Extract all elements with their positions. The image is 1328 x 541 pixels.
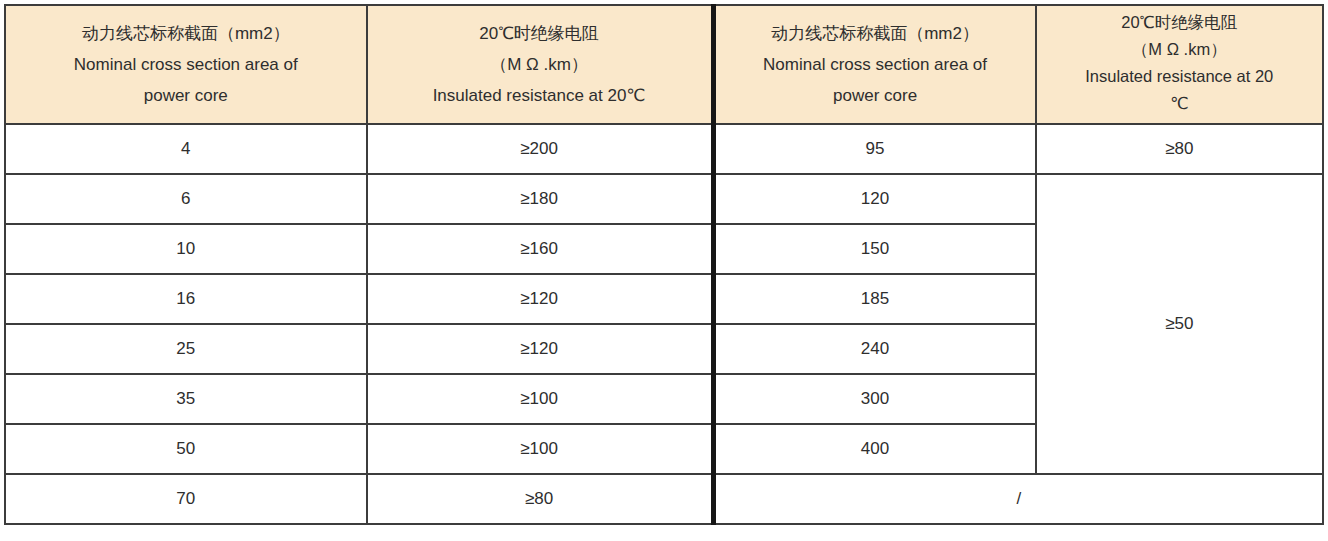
resistance-cell: ≥120 (367, 274, 714, 324)
resistance-cell: ≥120 (367, 324, 714, 374)
header-resistance-left: 20℃时绝缘电阻 （M Ω .km） Insulated resistance … (367, 5, 714, 124)
not-applicable-cell: / (713, 474, 1323, 524)
cross-section-cell: 95 (713, 124, 1035, 174)
resistance-cell: ≥100 (367, 374, 714, 424)
header-zh-label: 20℃时绝缘电阻 (1037, 9, 1322, 36)
cross-section-cell: 300 (713, 374, 1035, 424)
table-row: 6 ≥180 120 ≥50 (5, 174, 1323, 224)
header-zh-label: 动力线芯标称截面（mm2） (716, 18, 1035, 49)
cross-section-cell: 70 (5, 474, 367, 524)
cross-section-cell: 185 (713, 274, 1035, 324)
header-en-label: Nominal cross section area of (716, 49, 1035, 80)
table-header-row: 动力线芯标称截面（mm2） Nominal cross section area… (5, 5, 1323, 124)
header-en-label: Nominal cross section area of (6, 49, 366, 80)
resistance-cell: ≥180 (367, 174, 714, 224)
header-cross-section-left: 动力线芯标称截面（mm2） Nominal cross section area… (5, 5, 367, 124)
header-unit-label: （M Ω .km） (1037, 36, 1322, 63)
header-unit-label: （M Ω .km） (368, 49, 711, 80)
resistance-cell: ≥80 (1036, 124, 1323, 174)
header-resistance-right: 20℃时绝缘电阻 （M Ω .km） Insulated resistance … (1036, 5, 1323, 124)
table-row: 4 ≥200 95 ≥80 (5, 124, 1323, 174)
datasheet-page: 动力线芯标称截面（mm2） Nominal cross section area… (0, 0, 1328, 541)
header-en-label: power core (6, 80, 366, 111)
cross-section-cell: 400 (713, 424, 1035, 474)
resistance-cell: ≥160 (367, 224, 714, 274)
header-en-label: Insulated resistance at 20 (1037, 63, 1322, 90)
cross-section-cell: 16 (5, 274, 367, 324)
cross-section-cell: 150 (713, 224, 1035, 274)
resistance-cell: ≥80 (367, 474, 714, 524)
cross-section-cell: 35 (5, 374, 367, 424)
cross-section-cell: 10 (5, 224, 367, 274)
cross-section-cell: 4 (5, 124, 367, 174)
resistance-cell: ≥200 (367, 124, 714, 174)
cross-section-cell: 25 (5, 324, 367, 374)
cross-section-cell: 240 (713, 324, 1035, 374)
insulation-resistance-table: 动力线芯标称截面（mm2） Nominal cross section area… (4, 4, 1324, 525)
header-en-label: ℃ (1037, 90, 1322, 117)
header-zh-label: 动力线芯标称截面（mm2） (6, 18, 366, 49)
header-en-label: Insulated resistance at 20℃ (368, 80, 711, 111)
resistance-cell: ≥100 (367, 424, 714, 474)
header-zh-label: 20℃时绝缘电阻 (368, 18, 711, 49)
cross-section-cell: 120 (713, 174, 1035, 224)
cross-section-cell: 50 (5, 424, 367, 474)
header-cross-section-right: 动力线芯标称截面（mm2） Nominal cross section area… (713, 5, 1035, 124)
resistance-merged-cell: ≥50 (1036, 174, 1323, 474)
table-row: 70 ≥80 / (5, 474, 1323, 524)
header-en-label: power core (716, 80, 1035, 111)
cross-section-cell: 6 (5, 174, 367, 224)
